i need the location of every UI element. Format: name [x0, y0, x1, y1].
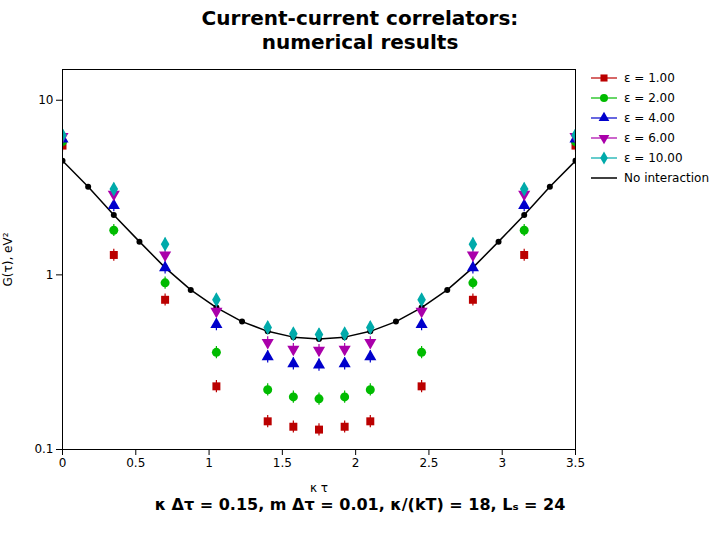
html-text:ε = 10.00: ε = 10.00 [624, 151, 683, 165]
html-text:ε = 1.00: ε = 1.00 [624, 71, 675, 85]
html-text:ε = 6.00: ε = 6.00 [624, 131, 675, 145]
html-text:No interaction: No interaction [624, 171, 709, 185]
svg-text:κ τ: κ τ [310, 481, 328, 495]
svg-text:2: 2 [352, 456, 360, 470]
svg-text:0: 0 [59, 456, 67, 470]
svg-text:10: 10 [38, 93, 53, 107]
svg-text:2.5: 2.5 [419, 456, 438, 470]
svg-text:0.1: 0.1 [34, 442, 53, 456]
html-text:numerical results: numerical results [261, 30, 459, 54]
html-text:ε = 2.00: ε = 2.00 [624, 91, 675, 105]
html-text:ε = 4.00: ε = 4.00 [624, 111, 675, 125]
svg-text:1: 1 [46, 268, 54, 282]
svg-text:3: 3 [498, 456, 506, 470]
svg-text:0.5: 0.5 [126, 456, 145, 470]
html-text:Current-current correlators:: Current-current correlators: [201, 6, 519, 30]
svg-text:1: 1 [205, 456, 213, 470]
svg-text:G(τ), eV²: G(τ), eV² [1, 232, 15, 286]
svg-text:1.5: 1.5 [273, 456, 292, 470]
html-text:κ Δτ = 0.15, m Δτ = 0.01, κ/(k: κ Δτ = 0.15, m Δτ = 0.01, κ/(kT) = 18, L… [154, 495, 566, 514]
svg-text:3.5: 3.5 [566, 456, 585, 470]
